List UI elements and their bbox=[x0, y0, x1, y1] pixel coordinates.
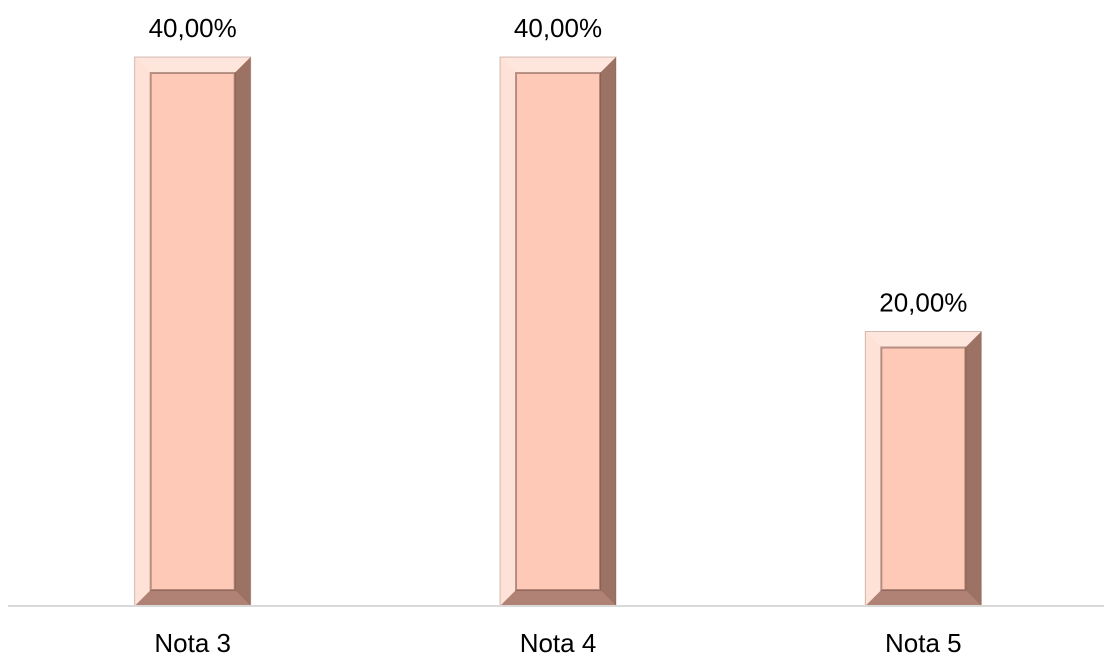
bar bbox=[864, 331, 982, 607]
bar bbox=[134, 56, 252, 607]
bar-bevel-right bbox=[600, 57, 616, 606]
bar-body bbox=[500, 57, 616, 606]
bar-bevel-bottom bbox=[134, 590, 251, 606]
bar-bevel-top bbox=[500, 57, 616, 73]
bar-inner-edge bbox=[515, 72, 601, 591]
bar bbox=[499, 56, 617, 607]
data-label: 40,00% bbox=[149, 13, 237, 43]
bar-inner-edge bbox=[149, 72, 236, 591]
data-label: 20,00% bbox=[879, 288, 967, 318]
bar-bevel-top bbox=[134, 57, 251, 73]
category-label: Nota 4 bbox=[520, 628, 597, 658]
bar-bevel-right bbox=[965, 331, 982, 606]
bar-bevel-right bbox=[234, 57, 251, 606]
bar-bevel-top bbox=[865, 331, 982, 348]
bar-inner-edge bbox=[880, 346, 967, 591]
bar-bevel-left bbox=[865, 331, 882, 606]
data-label: 40,00% bbox=[514, 13, 602, 43]
bar-body bbox=[134, 57, 251, 606]
bars-group bbox=[134, 56, 982, 607]
labels-group: 40,00% Nota 3 40,00% Nota 4 20,00% Nota 5 bbox=[149, 13, 968, 658]
category-label: Nota 5 bbox=[885, 628, 962, 658]
bar-body bbox=[865, 331, 982, 606]
bar-bevel-bottom bbox=[865, 590, 982, 606]
category-label: Nota 3 bbox=[154, 628, 231, 658]
bar-bevel-left bbox=[134, 57, 151, 606]
bar-bevel-bottom bbox=[500, 590, 616, 606]
bar-bevel-left bbox=[500, 57, 516, 606]
